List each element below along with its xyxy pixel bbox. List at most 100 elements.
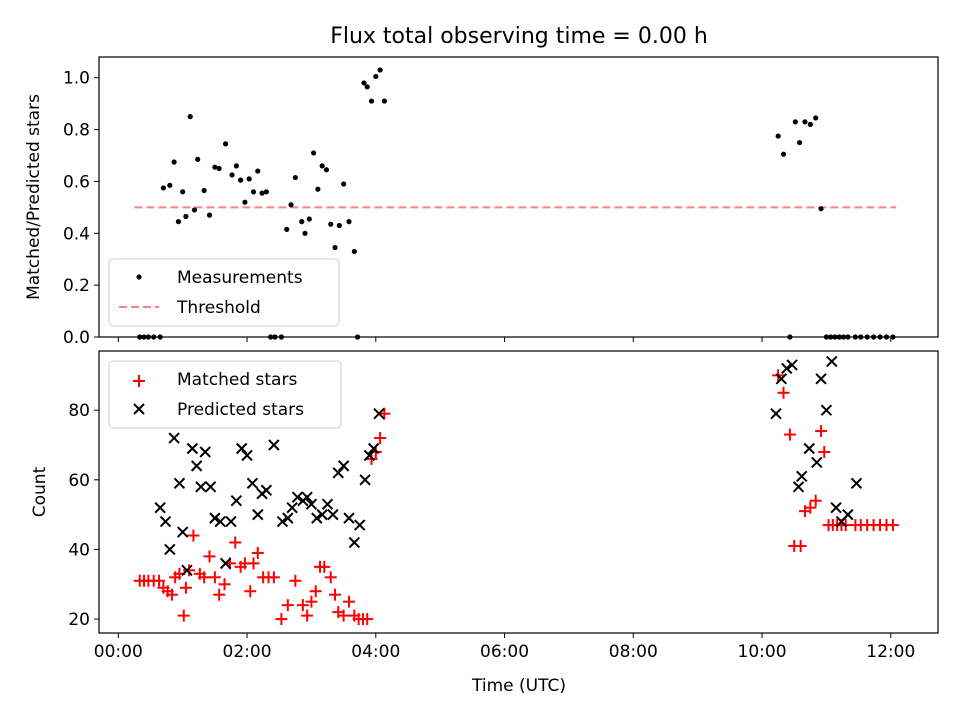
matched-star-point [281,599,294,612]
measurement-point [332,244,338,251]
matched-star-point [318,560,331,573]
predicted-star-point [214,515,226,528]
predicted-star-point [181,564,193,577]
predicted-star-point [327,508,339,521]
x-axis-label: Time (UTC) [471,676,566,696]
predicted-star-point [282,512,294,524]
predicted-stars-points [154,355,863,577]
predicted-star-point [186,442,199,455]
predicted-star-point [332,467,344,479]
top-y-ticks: 0.0 0.2 0.4 0.6 0.8 1.0 [63,69,99,348]
top-x-ticks [117,337,892,342]
y-tick-label: 0.8 [63,121,90,141]
y-tick-label: 80 [68,401,90,421]
measurement-point [302,230,308,236]
bottom-y-axis-label: Count [30,466,50,517]
measurement-point [183,213,189,220]
y-tick-label: 0.4 [63,224,90,244]
matched-star-point [165,588,178,601]
measurement-point [381,98,387,104]
measurement-point [255,168,261,174]
measurement-point [377,67,383,73]
bottom-panel: Count 20 40 60 80 00:00 02:00 04:00 06:00 08:00… [30,350,939,696]
measurement-point [341,181,347,187]
measurement-point [792,119,798,125]
predicted-star-point [359,474,371,486]
predicted-star-point [291,491,304,503]
measurement-point [284,226,290,233]
matched-star-point [783,428,796,441]
predicted-star-point [803,442,815,455]
measurement-point [242,199,248,205]
predicted-star-point [190,460,203,472]
predicted-star-point [195,481,207,493]
top-y-axis-label: Matched/Predicted stars [24,94,44,300]
measurement-point [171,159,177,165]
measurement-point [299,219,305,225]
predicted-star-point [373,407,385,420]
top-plot-frame [98,56,939,338]
legend-matched-marker [133,375,145,387]
predicted-star-point [225,515,237,528]
measurement-point [160,185,166,191]
y-tick-label: 0.6 [63,172,90,192]
matched-star-point [305,595,318,608]
predicted-star-point [348,536,361,549]
bottom-legend-box [108,360,342,429]
predicted-star-point [786,359,798,371]
predicted-star-point [235,442,248,455]
measurement-point [263,189,269,195]
predicted-star-point [363,449,376,462]
measurement-point [238,177,244,183]
legend-measurements-label: Measurements [177,268,303,288]
x-tick-label: 12:00 [866,642,915,662]
legend-predicted-marker [133,403,145,415]
matched-star-point [296,599,309,612]
predicted-star-point [241,449,253,462]
matched-star-point [818,445,831,458]
predicted-star-point [246,477,259,490]
matched-star-point [329,588,342,601]
matched-star-point [213,588,226,601]
measurement-point [206,212,213,218]
matched-star-point [342,595,355,608]
bottom-y-ticks: 20 40 60 80 [68,401,99,630]
predicted-star-point [842,508,854,521]
chart-title: Flux total observing time = 0.00 h [330,24,708,49]
matched-star-point [267,571,280,584]
measurement-point [191,207,198,213]
measurement-point [306,216,312,222]
predicted-star-point [286,501,298,514]
matched-star-point [183,564,196,577]
measurement-point [373,73,379,80]
matched-star-point [324,571,337,584]
predicted-star-point [781,362,793,375]
predicted-star-point [219,557,232,570]
measurement-point [310,150,317,156]
y-tick-label: 0.2 [63,276,90,296]
matched-star-point [177,609,190,622]
matched-star-point [179,581,192,594]
predicted-star-point [164,543,176,556]
measurement-point [807,121,813,128]
predicted-star-point [850,477,863,490]
matched-star-point [809,494,822,507]
measurement-point [212,164,218,170]
bottom-x-ticks: 00:00 02:00 04:00 06:00 08:00 10:00 12:00 [94,633,915,662]
matched-star-point [301,609,314,622]
predicted-star-point [276,515,289,528]
legend-measurements-marker [136,274,142,280]
matched-star-point [289,574,302,587]
predicted-star-point [830,501,842,514]
measurement-point [167,182,173,188]
predicted-star-point [173,477,186,490]
predicted-star-point [792,481,805,493]
y-tick-label: 0.0 [63,328,90,348]
measurement-point [361,80,367,86]
matched-star-point [229,536,242,549]
matched-star-point [815,425,828,438]
predicted-star-point [176,526,189,538]
matched-star-point [244,585,257,598]
measurement-point [246,176,252,182]
predicted-star-point [268,439,280,451]
